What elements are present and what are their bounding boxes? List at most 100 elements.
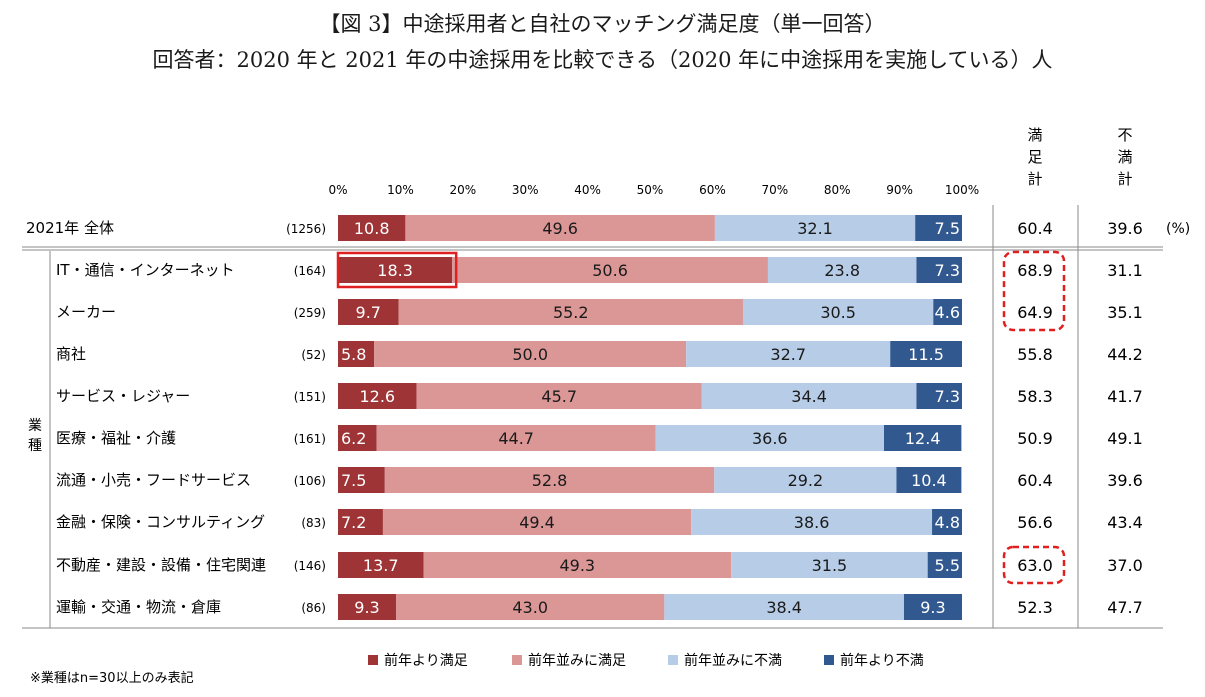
row-label: 金融・保険・コンサルティング [56, 513, 265, 531]
sample-size-label: (86) [301, 601, 326, 615]
bar-segment-more-satisfied [338, 383, 417, 409]
dissatisfied-total-value: 43.4 [1107, 513, 1143, 532]
bar-segment-more-satisfied [338, 257, 453, 283]
bar-segment-same-satisfied [374, 341, 687, 367]
data-label: 7.2 [341, 513, 366, 532]
bar-segment-more-dissatisfied [903, 594, 962, 620]
legend-swatch [512, 655, 522, 665]
sample-size-label: (146) [294, 559, 326, 573]
bar-segment-same-dissatisfied [767, 257, 917, 283]
bar-segment-same-dissatisfied [664, 594, 904, 620]
bar-segment-more-dissatisfied [916, 257, 962, 283]
row-label: 医療・福祉・介護 [56, 429, 176, 447]
satisfied-total-value: 50.9 [1017, 429, 1053, 448]
bar-segment-same-satisfied [396, 594, 665, 620]
data-label: 18.3 [377, 261, 413, 280]
x-tick-label: 100% [945, 183, 979, 197]
dissatisfied-total-value: 35.1 [1107, 303, 1143, 322]
x-tick-label: 40% [574, 183, 601, 197]
row-label: IT・通信・インターネット [56, 261, 235, 279]
sample-size-label: (161) [294, 432, 326, 446]
legend-swatch [824, 655, 834, 665]
chart-subtitle: 回答者：2020 年と 2021 年の中途採用を比較できる（2020 年に中途採… [152, 48, 1053, 72]
data-label: 23.8 [824, 261, 860, 280]
dissatisfied-total-header-char: 満 [1117, 148, 1132, 166]
legend-swatch [368, 655, 378, 665]
bar-segment-same-dissatisfied [714, 215, 916, 241]
x-tick-label: 80% [824, 183, 851, 197]
satisfied-total-value: 52.3 [1017, 598, 1053, 617]
data-label: 43.0 [512, 598, 548, 617]
dissatisfied-total-value: 49.1 [1107, 429, 1143, 448]
bar-segment-more-dissatisfied [915, 215, 962, 241]
unit-label: (%) [1166, 221, 1190, 237]
data-label: 9.3 [354, 598, 379, 617]
bar-segment-same-dissatisfied [701, 383, 917, 409]
data-label: 10.4 [911, 471, 947, 490]
bar-segment-same-satisfied [398, 299, 743, 325]
satisfied-total-header-char: 満 [1027, 126, 1042, 144]
legend-label: 前年より満足 [384, 652, 468, 669]
sample-size-label: (151) [294, 390, 326, 404]
row-label: 流通・小売・フードサービス [56, 471, 251, 489]
x-tick-label: 30% [512, 183, 539, 197]
sample-size-label: (1256) [286, 222, 326, 236]
data-label: 7.3 [935, 261, 960, 280]
data-label: 38.6 [794, 513, 830, 532]
bar-segment-more-dissatisfied [890, 341, 962, 367]
data-label: 36.6 [752, 429, 788, 448]
bar-segment-same-dissatisfied [655, 425, 884, 451]
bar-segment-more-satisfied [338, 552, 424, 578]
row-label: 2021年 全体 [26, 219, 114, 237]
legend-label: 前年並みに不満 [684, 652, 782, 669]
data-label: 7.5 [341, 471, 366, 490]
data-label: 5.8 [341, 345, 366, 364]
satisfied-total-value: 64.9 [1017, 303, 1053, 322]
data-label: 6.2 [341, 429, 366, 448]
data-label: 4.6 [935, 303, 960, 322]
satisfied-total-value: 68.9 [1017, 261, 1053, 280]
sample-size-label: (164) [294, 264, 326, 278]
satisfied-total-value: 56.6 [1017, 513, 1053, 532]
data-label: 7.3 [935, 387, 960, 406]
bar-segment-same-dissatisfied [742, 299, 934, 325]
data-label: 5.5 [935, 556, 960, 575]
data-label: 38.4 [766, 598, 802, 617]
row-label: メーカー [56, 303, 116, 321]
satisfied-total-value: 55.8 [1017, 345, 1053, 364]
satisfied-highlight-dashed-box [1002, 545, 1066, 585]
data-label: 45.7 [541, 387, 577, 406]
highlight-box [336, 251, 458, 289]
row-label: サービス・レジャー [56, 387, 190, 405]
dissatisfied-total-value: 41.7 [1107, 387, 1143, 406]
bar-segment-more-satisfied [338, 594, 397, 620]
industry-group-label-char: 種 [28, 438, 42, 454]
legend-swatch [668, 655, 678, 665]
bar-segment-same-dissatisfied [686, 341, 891, 367]
industry-group-label-char: 業 [28, 418, 42, 434]
x-tick-label: 70% [761, 183, 788, 197]
bar-segment-more-dissatisfied [933, 299, 962, 325]
data-label: 30.5 [820, 303, 856, 322]
sample-size-label: (259) [294, 306, 326, 320]
sample-size-label: (52) [301, 348, 326, 362]
data-label: 32.1 [797, 219, 833, 238]
data-label: 49.3 [559, 556, 595, 575]
dissatisfied-total-value: 31.1 [1107, 261, 1143, 280]
bar-segment-more-satisfied [338, 215, 406, 241]
dissatisfied-total-value: 37.0 [1107, 556, 1143, 575]
bar-segment-more-satisfied [338, 341, 375, 367]
bar-segment-more-satisfied [338, 425, 377, 451]
data-label: 34.4 [791, 387, 827, 406]
bar-segment-more-dissatisfied [884, 425, 962, 451]
satisfied-total-header-char: 計 [1027, 170, 1042, 188]
dissatisfied-total-value: 44.2 [1107, 345, 1143, 364]
row-label: 不動産・建設・設備・住宅関連 [56, 556, 266, 574]
bar-segment-same-dissatisfied [731, 552, 928, 578]
data-label: 12.4 [905, 429, 941, 448]
data-label: 50.0 [512, 345, 548, 364]
bar-segment-more-dissatisfied [932, 509, 962, 535]
x-tick-label: 10% [387, 183, 414, 197]
data-label: 4.8 [935, 513, 960, 532]
